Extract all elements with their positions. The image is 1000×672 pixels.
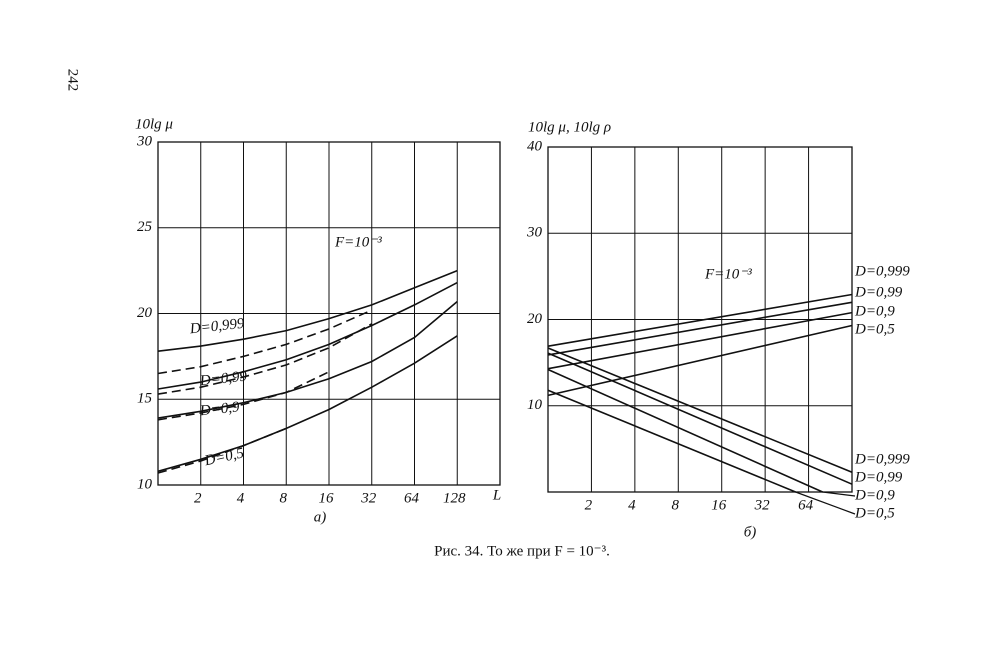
series-label: D=0,5 xyxy=(854,321,895,337)
series-line xyxy=(547,389,796,493)
series-label: D=0,9 xyxy=(854,303,895,319)
y-tick-label: 10 xyxy=(137,476,153,492)
caption: Рис. 34. То же при F = 10⁻³. xyxy=(434,543,610,559)
x-tick-label: 8 xyxy=(672,497,680,513)
leader-line xyxy=(795,491,856,515)
series-line xyxy=(547,311,853,370)
series-label: D=0,99 xyxy=(198,368,248,389)
leader-line xyxy=(822,491,856,497)
series-line xyxy=(547,301,853,356)
series-line xyxy=(547,368,823,493)
y-tick-label: 20 xyxy=(137,305,153,321)
x-tick-label: 2 xyxy=(585,497,593,513)
x-tick-label: 32 xyxy=(360,490,377,506)
x-tick-label: 64 xyxy=(404,490,420,506)
y-tick-label: 25 xyxy=(137,219,153,235)
x-tick-label: 32 xyxy=(754,497,771,513)
y-tick-label: 40 xyxy=(527,138,543,154)
series-line xyxy=(157,300,458,419)
y-axis-label: 10lg μ xyxy=(135,116,173,132)
series-label: D=0,999 xyxy=(854,451,910,467)
series-label: D=0,99 xyxy=(854,284,903,300)
x-tick-label: 4 xyxy=(237,490,245,506)
series-line xyxy=(157,323,373,395)
series-line xyxy=(157,371,330,421)
annotation: F=10⁻³ xyxy=(704,266,752,282)
y-tick-label: 30 xyxy=(526,225,543,241)
series-label: D=0,999 xyxy=(854,263,910,279)
series-line xyxy=(157,281,458,390)
series-line xyxy=(157,309,373,375)
series-line xyxy=(157,427,287,474)
x-tick-label: 64 xyxy=(798,497,814,513)
series-label: D=0,99 xyxy=(854,469,903,485)
subcaption: б) xyxy=(744,524,757,540)
series-label: D=0,999 xyxy=(188,316,246,338)
annotation: F=10⁻³ xyxy=(334,234,382,250)
page-number: 242 xyxy=(65,69,81,92)
x-tick-label: 8 xyxy=(280,490,288,506)
x-axis-label: L xyxy=(492,487,501,503)
series-line xyxy=(547,347,853,473)
y-tick-label: 20 xyxy=(527,311,543,327)
series-label: D=0,5 xyxy=(854,505,895,521)
subcaption: а) xyxy=(314,509,327,525)
series-line xyxy=(547,352,853,485)
series-line xyxy=(547,324,853,397)
x-tick-label: 16 xyxy=(319,490,335,506)
series-line xyxy=(547,293,853,347)
series-line xyxy=(157,335,458,473)
series-label: D=0,9 xyxy=(854,487,895,503)
x-tick-label: 4 xyxy=(628,497,636,513)
y-tick-label: 15 xyxy=(137,391,153,407)
series-line xyxy=(157,269,458,352)
y-tick-label: 30 xyxy=(136,133,153,149)
x-tick-label: 128 xyxy=(443,490,466,506)
y-tick-label: 10 xyxy=(527,397,543,413)
y-axis-label: 10lg μ, 10lg ρ xyxy=(528,119,611,135)
x-tick-label: 2 xyxy=(194,490,202,506)
x-tick-label: 16 xyxy=(711,497,727,513)
